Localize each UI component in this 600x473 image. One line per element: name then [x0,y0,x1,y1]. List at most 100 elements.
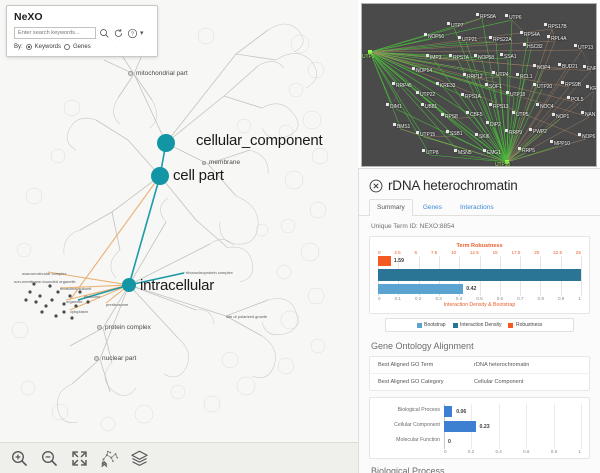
layers-icon[interactable] [130,449,149,468]
gene-dot[interactable] [386,103,389,106]
gene-dot[interactable] [436,82,439,85]
gene-dot[interactable] [536,103,539,106]
bar-cellular-component[interactable] [444,421,476,432]
category-label: Cellular Component [394,422,440,428]
gene-dot[interactable] [512,111,515,114]
gene-label-rps1a: RPS1A [465,94,481,100]
gene-dot[interactable] [581,111,584,114]
gene-dot[interactable] [416,91,419,94]
bar-interaction-density[interactable] [378,269,581,281]
gene-label-utp22: UTP22 [420,92,436,98]
gene-hub-dot-utp9[interactable] [368,50,373,55]
gene-dot[interactable] [476,13,479,16]
node-dot-nuclear-part[interactable] [94,356,99,361]
refresh-icon[interactable] [113,28,124,39]
gene-dot[interactable] [426,54,429,57]
tab-interactions[interactable]: Interactions [459,204,494,211]
gene-dot[interactable] [547,35,550,38]
gene-label-rps4a: RPS4A [524,32,540,38]
gene-dot[interactable] [461,93,464,96]
legend-item[interactable]: Bootstrap [416,322,446,328]
gene-dot[interactable] [458,36,461,39]
gene-interaction-network[interactable]: UTP9 UTP10 RPS8A UTP6 UTP7 RPS17B NOP56 UTP21… [361,3,597,167]
gene-dot[interactable] [412,67,415,70]
gene-dot[interactable] [392,82,395,85]
node-dot-cellular-component[interactable] [157,134,175,152]
collapse-network-icon[interactable] [100,449,119,468]
node-dot-cell-part[interactable] [151,167,169,185]
gene-dot[interactable] [586,85,589,88]
gene-dot[interactable] [578,133,581,136]
gene-dot[interactable] [463,73,466,76]
gene-dot[interactable] [454,149,457,152]
bar-biological-process[interactable] [444,406,453,417]
gene-dot[interactable] [441,113,444,116]
gene-dot[interactable] [449,54,452,57]
gene-dot[interactable] [466,111,469,114]
help-icon[interactable]: ? [127,28,138,39]
legend-item[interactable]: Interaction Density [452,322,501,328]
gene-dot[interactable] [518,147,521,150]
gene-dot[interactable] [529,128,532,131]
gene-dot[interactable] [483,149,486,152]
gene-label-rrp5: RRP5 [522,148,535,154]
gene-dot[interactable] [520,31,523,34]
search-input[interactable] [14,27,96,39]
gene-dot[interactable] [492,71,495,74]
tab-genes[interactable]: Genes [422,204,442,211]
gene-dot[interactable] [523,43,526,46]
gene-dot[interactable] [446,130,449,133]
gene-dot[interactable] [485,83,488,86]
bar-robustness[interactable] [378,256,391,266]
gene-dot[interactable] [422,149,425,152]
node-label-non-membrane-bounded-organelle: non-membrane-bounded organelle [14,279,76,284]
gene-dot[interactable] [474,54,477,57]
chevron-down-icon[interactable]: ▾ [140,30,144,37]
bar-bootstrap[interactable] [378,284,464,294]
zoom-out-icon[interactable] [40,449,59,468]
close-circle-icon[interactable] [369,179,383,193]
node-dot-intracellular[interactable] [122,278,136,292]
gene-dot[interactable] [533,83,536,86]
legend-item[interactable]: Robustness [508,322,542,328]
search-icon[interactable] [99,28,110,39]
gene-dot[interactable] [489,103,492,106]
gene-dot[interactable] [516,73,519,76]
gene-dot[interactable] [567,96,570,99]
radio-genes[interactable] [64,44,71,50]
zoom-in-icon[interactable] [10,449,29,468]
gene-dot[interactable] [533,64,536,67]
gene-dot[interactable] [558,63,561,66]
gridline [553,404,555,449]
gene-label-utp21: UTP21 [462,37,478,43]
gene-label-rps13: RPS13 [493,104,509,110]
gene-dot[interactable] [447,22,450,25]
fit-to-screen-icon[interactable] [70,449,89,468]
gene-dot[interactable] [489,36,492,39]
gene-dot[interactable] [574,44,577,47]
gene-dot[interactable] [393,123,396,126]
node-dot-protein-complex[interactable] [97,325,102,330]
go-alignment-heading: Gene Ontology Alignment [371,341,474,351]
gene-dot[interactable] [583,65,586,68]
node-dot-mitochondrial-part[interactable] [128,71,133,76]
gene-dot[interactable] [421,103,424,106]
gene-dot[interactable] [506,91,509,94]
gene-dot[interactable] [552,113,555,116]
gene-dot[interactable] [550,140,553,143]
node-dot-membrane[interactable] [202,161,206,165]
gene-dot[interactable] [475,133,478,136]
gene-dot[interactable] [424,33,427,36]
gene-dot[interactable] [500,53,503,56]
gene-dot[interactable] [505,129,508,132]
gene-dot[interactable] [561,81,564,84]
gene-dot[interactable] [544,23,547,26]
gene-hub-dot-utp10[interactable] [505,160,510,165]
gene-dot[interactable] [416,131,419,134]
radio-keywords[interactable] [25,44,32,50]
ontology-tree-view[interactable]: cellular_component cell part intracellul… [0,0,358,473]
gene-dot[interactable] [505,14,508,17]
tab-summary[interactable]: Summary [369,199,413,216]
gridline [581,256,582,296]
gene-dot[interactable] [486,121,489,124]
